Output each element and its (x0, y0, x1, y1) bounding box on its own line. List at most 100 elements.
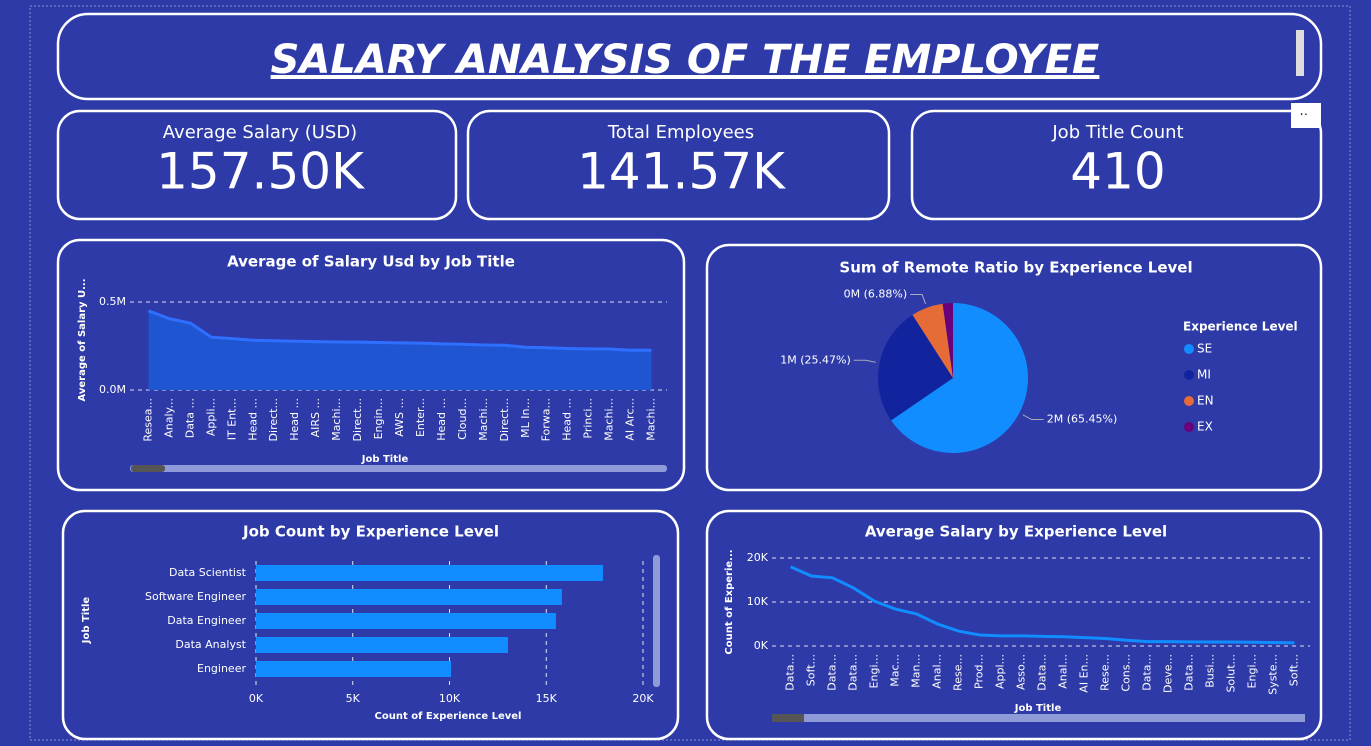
x-tick-label: Resea... (141, 398, 154, 442)
scrollbar[interactable] (772, 714, 1305, 722)
x-tick-label: Machi... (477, 398, 490, 441)
chart-title: Average of Salary Usd by Job Title (227, 253, 515, 271)
legend-label: EX (1197, 420, 1213, 434)
pie-slice (912, 303, 953, 378)
scrollbar-thumb[interactable] (772, 714, 804, 722)
x-tick-label: Mac... (889, 654, 902, 687)
chart-panel (705, 509, 1323, 741)
y-tick-label: Engineer (197, 662, 246, 675)
x-tick-label: AI En... (1078, 654, 1091, 693)
x-tick-label: Data... (1141, 654, 1154, 691)
x-tick-label: Engin... (372, 398, 385, 439)
x-tick-label: 0K (249, 692, 264, 705)
card (56, 109, 458, 221)
scrollbar[interactable] (653, 555, 660, 687)
card (466, 109, 891, 221)
x-tick-label: Princi... (582, 398, 595, 439)
legend-marker (1184, 396, 1194, 406)
x-tick-label: AIRS ... (309, 398, 322, 437)
x-tick-label: Soft... (805, 654, 818, 686)
card-label: Total Employees (607, 122, 754, 143)
x-tick-label: Forwa... (540, 398, 553, 441)
chart-title: Average Salary by Experience Level (865, 523, 1167, 541)
x-tick-label: Data... (826, 654, 839, 691)
legend-label: SE (1197, 342, 1212, 356)
data-label: 0M (6.88%) (844, 288, 908, 301)
x-tick-label: Rese... (952, 654, 965, 691)
x-tick-label: Head ... (246, 398, 259, 441)
chart-title: Sum of Remote Ratio by Experience Level (839, 259, 1192, 277)
x-tick-label: ML In... (519, 398, 532, 438)
y-tick-label: Data Analyst (175, 638, 246, 651)
legend-label: EN (1197, 394, 1214, 408)
x-axis-title: Job Title (361, 454, 409, 465)
card-label: Average Salary (USD) (163, 122, 357, 143)
x-tick-label: Head ... (561, 398, 574, 441)
x-tick-label: Analy... (162, 398, 175, 438)
x-tick-label: Cons... (1120, 654, 1133, 692)
scrollbar-thumb[interactable] (131, 465, 165, 472)
bar (256, 589, 562, 605)
x-tick-label: Prod... (973, 654, 986, 689)
x-tick-label: Appli... (204, 398, 217, 436)
x-tick-label: Data... (784, 654, 797, 691)
y-tick-label: 20K (747, 551, 769, 564)
x-tick-label: Enter... (414, 398, 427, 437)
y-tick-label: 0.5M (99, 295, 126, 308)
chart-title: Job Count by Experience Level (242, 523, 499, 541)
leader-line (910, 294, 927, 305)
x-tick-label: Data ... (183, 398, 196, 438)
x-tick-label: Direct... (498, 398, 511, 441)
x-tick-label: Rese... (1099, 654, 1112, 691)
data-label: 1M (25.47%) (780, 353, 851, 366)
line (147, 309, 652, 352)
more-options[interactable] (1291, 103, 1321, 128)
x-tick-label: AI Arc... (624, 398, 637, 441)
card-value: 157.50K (156, 143, 365, 201)
x-tick-label: Machi... (645, 398, 658, 441)
page-title: SALARY ANALYSIS OF THE EMPLOYEE (271, 37, 1100, 83)
y-tick-label: Data Scientist (169, 566, 247, 579)
title-panel (56, 12, 1323, 101)
chart-panel (56, 238, 686, 492)
x-tick-label: Direct... (267, 398, 280, 441)
x-tick-label: Direct... (351, 398, 364, 441)
pie-slice (877, 314, 953, 421)
card-label: Job Title Count (1051, 122, 1183, 143)
x-tick-label: Deve... (1162, 654, 1175, 693)
legend-label: MI (1197, 368, 1211, 382)
scrollbar (1296, 30, 1304, 76)
x-tick-label: Man... (910, 654, 923, 688)
y-tick-label: 10K (747, 595, 769, 608)
x-tick-label: Machi... (330, 398, 343, 441)
x-tick-label: Anal... (1057, 654, 1070, 689)
y-axis-title: Average of Salary U... (77, 278, 88, 401)
x-tick-label: Data... (1036, 654, 1049, 691)
x-tick-label: Engi... (1246, 654, 1259, 688)
x-tick-label: Busi... (1204, 654, 1217, 688)
y-axis-title: Count of Experie... (724, 549, 735, 654)
x-tick-label: 20K (632, 692, 654, 705)
bar (256, 613, 556, 629)
x-tick-label: Solut... (1225, 654, 1238, 693)
x-tick-label: AWS ... (393, 398, 406, 437)
x-tick-label: 5K (346, 692, 361, 705)
x-tick-label: Cloud... (456, 398, 469, 440)
x-tick-label: Data... (1183, 654, 1196, 691)
bar (256, 637, 508, 653)
scrollbar[interactable] (130, 465, 667, 472)
chart-panel (705, 243, 1323, 492)
area-fill (148, 310, 652, 390)
line (789, 565, 1295, 645)
x-axis-title: Job Title (1014, 703, 1062, 714)
x-tick-label: 15K (536, 692, 558, 705)
card-value: 141.57K (577, 143, 786, 201)
x-tick-label: Head ... (288, 398, 301, 441)
leader-line (1022, 414, 1044, 421)
y-tick-label: 0.0M (99, 383, 126, 396)
pie-slice (942, 303, 953, 378)
legend-marker (1184, 344, 1194, 354)
x-tick-label: Syste... (1267, 654, 1280, 695)
bar (256, 661, 452, 677)
y-tick-label: Software Engineer (145, 590, 246, 603)
